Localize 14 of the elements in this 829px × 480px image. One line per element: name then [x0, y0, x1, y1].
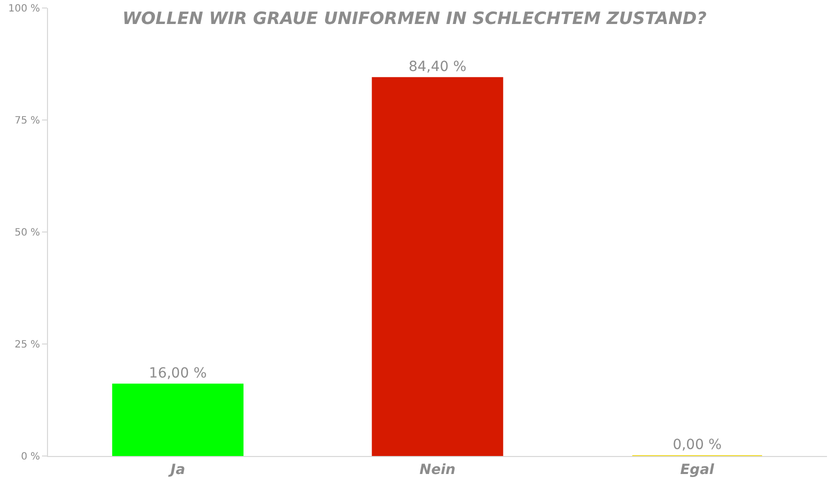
y-tick-label: 25 %	[14, 340, 40, 350]
x-tick-label: Egal	[680, 462, 714, 478]
bar	[372, 77, 504, 456]
y-tick-label: 100 %	[8, 4, 40, 14]
y-tick-label: 50 %	[14, 228, 40, 238]
y-tick-label: 75 %	[14, 116, 40, 126]
x-tick-label: Nein	[420, 462, 456, 478]
data-label: 0,00 %	[672, 437, 722, 453]
data-label: 84,40 %	[408, 58, 466, 75]
y-tick-label: 0 %	[20, 452, 40, 462]
bar	[112, 384, 244, 456]
data-label: 16,00 %	[148, 365, 207, 382]
x-tick-label: Ja	[168, 462, 186, 478]
chart-title: WOLLEN WIR GRAUE UNIFORMEN IN SCHLECHTEM ZUSTAND?	[122, 8, 707, 29]
